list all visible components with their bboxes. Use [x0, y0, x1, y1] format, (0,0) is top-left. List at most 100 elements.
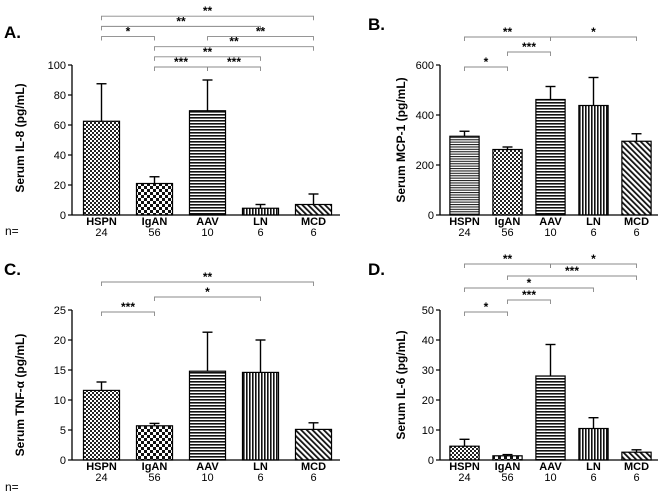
- bar: [449, 445, 480, 461]
- significance-label: **: [203, 270, 213, 284]
- significance-label: **: [503, 25, 513, 39]
- n-value: 6: [590, 472, 596, 484]
- n-value: 24: [95, 227, 107, 239]
- significance-bracket: [154, 56, 261, 61]
- significance-label: *: [591, 252, 596, 266]
- bar: [188, 370, 227, 461]
- significance-label: *: [527, 276, 532, 290]
- n-value: 10: [544, 472, 556, 484]
- bar: [294, 428, 333, 461]
- y-tick-label: 20: [54, 335, 66, 347]
- x-tick-label: IgAN: [142, 461, 168, 473]
- y-tick-label: 0: [60, 455, 66, 467]
- n-value: 24: [458, 227, 470, 239]
- y-tick-label: 10: [422, 425, 434, 437]
- x-tick-label: LN: [253, 216, 268, 228]
- n-value: 6: [633, 472, 639, 484]
- significance-bracket: [207, 36, 314, 41]
- y-tick-label: 30: [422, 365, 434, 377]
- n-value: 6: [310, 472, 316, 484]
- significance-label: *: [591, 25, 596, 39]
- significance-label: **: [176, 14, 186, 28]
- n-value: 6: [633, 227, 639, 239]
- y-axis-label: Serum TNF-α (pg/mL): [13, 334, 27, 457]
- bar: [621, 140, 652, 216]
- x-tick-label: LN: [253, 461, 268, 473]
- significance-label: *: [484, 300, 489, 314]
- panel-letter: A.: [4, 23, 21, 42]
- significance-bracket: [101, 15, 314, 21]
- panel-letter: C.: [4, 260, 21, 279]
- x-tick-label: HSPN: [86, 461, 117, 473]
- x-tick-label: IgAN: [495, 216, 521, 228]
- significance-label: *: [205, 285, 210, 299]
- x-tick-label: AAV: [196, 461, 219, 473]
- significance-bracket: [101, 281, 314, 286]
- n-value: 56: [501, 227, 513, 239]
- y-tick-label: 20: [422, 395, 434, 407]
- bar: [241, 371, 280, 461]
- significance-bracket: [154, 296, 261, 301]
- significance-label: **: [203, 45, 213, 59]
- panel-tnfa: C. Serum TNF-α (pg/mL) n= 0 5 10 15 20 25 HSPN…: [4, 260, 340, 494]
- y-tick-label: 200: [416, 160, 434, 172]
- significance-bracket: [464, 287, 594, 292]
- x-tick-label: AAV: [539, 461, 562, 473]
- significance-bracket: [550, 263, 637, 268]
- y-tick-label: 25: [54, 305, 66, 317]
- significance-label: ***: [121, 300, 135, 314]
- y-axis-label: Serum MCP-1 (pg/mL): [394, 77, 408, 202]
- n-value: 6: [257, 472, 263, 484]
- significance-label: **: [256, 25, 266, 39]
- bar: [492, 148, 523, 216]
- bar: [449, 135, 480, 216]
- x-tick-label: LN: [586, 216, 601, 228]
- panel-letter: D.: [368, 260, 385, 279]
- n-value: 56: [501, 472, 513, 484]
- n-value: 10: [544, 227, 556, 239]
- x-tick-label: MCD: [301, 216, 326, 228]
- y-tick-label: 20: [54, 180, 66, 192]
- y-tick-label: 5: [60, 425, 66, 437]
- x-tick-label: MCD: [624, 216, 649, 228]
- n-value: 56: [148, 227, 160, 239]
- bar: [535, 98, 566, 216]
- significance-bracket: [507, 51, 551, 56]
- n-value: 56: [148, 472, 160, 484]
- significance-bracket: [101, 25, 261, 31]
- y-tick-label: 0: [428, 455, 434, 467]
- y-axis-label: Serum IL-6 (pg/mL): [394, 330, 408, 439]
- x-tick-label: HSPN: [449, 216, 480, 228]
- panel-letter: B.: [368, 15, 385, 34]
- y-tick-label: 40: [422, 335, 434, 347]
- x-tick-label: LN: [586, 461, 601, 473]
- y-tick-label: 0: [60, 210, 66, 222]
- significance-bracket: [464, 311, 508, 316]
- y-tick-label: 15: [54, 365, 66, 377]
- n-value: 24: [458, 472, 470, 484]
- significance-bracket: [550, 36, 637, 41]
- bar: [294, 203, 333, 216]
- panel-il8: A. Serum IL-8 (pg/mL) n= 0 20 40 60 80 100 HSP…: [4, 4, 340, 239]
- y-axis-label: Serum IL-8 (pg/mL): [13, 83, 27, 192]
- x-tick-label: AAV: [539, 216, 562, 228]
- x-tick-label: MCD: [624, 461, 649, 473]
- y-tick-label: 400: [416, 110, 434, 122]
- significance-bracket: [507, 299, 551, 304]
- n-value: 6: [257, 227, 263, 239]
- y-tick-label: 80: [54, 90, 66, 102]
- x-tick-label: IgAN: [142, 216, 168, 228]
- significance-bracket: [101, 36, 155, 41]
- n-value: 10: [201, 227, 213, 239]
- n-label: n=: [5, 480, 19, 494]
- x-tick-label: MCD: [301, 461, 326, 473]
- x-tick-label: HSPN: [86, 216, 117, 228]
- significance-bracket: [154, 46, 314, 51]
- bar: [82, 120, 121, 216]
- significance-bracket: [507, 275, 637, 280]
- significance-label: *: [126, 25, 131, 39]
- significance-label: *: [484, 55, 489, 69]
- significance-label: **: [203, 4, 213, 18]
